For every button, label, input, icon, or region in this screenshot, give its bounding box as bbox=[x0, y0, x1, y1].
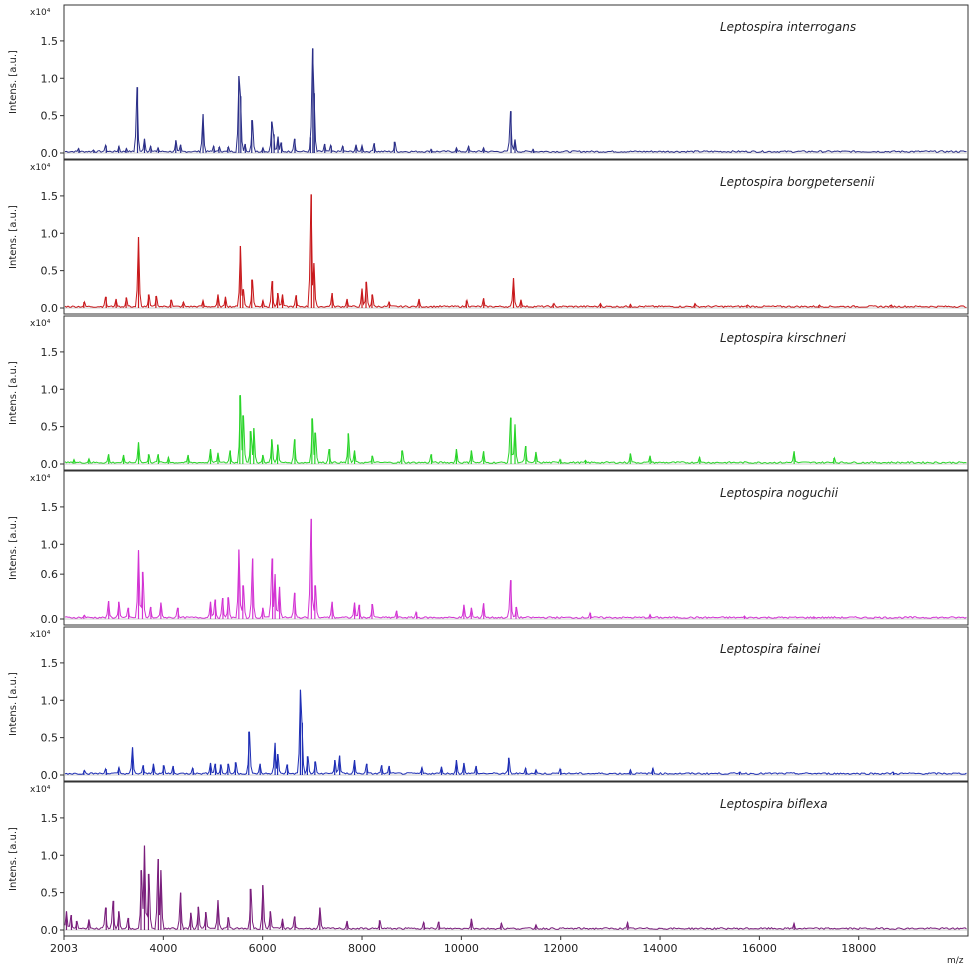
y-tick-label: 0.0 bbox=[41, 458, 59, 471]
y-axis-title: Intens. [a.u.] bbox=[8, 516, 19, 580]
series-name: Leptospira interrogans bbox=[720, 20, 856, 34]
y-multiplier-label: x10⁴ bbox=[30, 630, 51, 640]
y-tick-label: 1.0 bbox=[41, 383, 59, 396]
spectrum-line bbox=[64, 845, 967, 931]
y-tick-label: 0.5 bbox=[41, 110, 59, 123]
x-tick-label: 8000 bbox=[348, 942, 376, 955]
y-tick-label: 0.0 bbox=[41, 302, 59, 315]
panel-frame bbox=[63, 470, 969, 626]
y-tick-label: 0.5 bbox=[41, 421, 59, 434]
spectrum-line bbox=[64, 194, 967, 309]
series-name: Leptospira kirschneri bbox=[720, 331, 847, 345]
series-name: Leptospira borgpetersenii bbox=[720, 175, 875, 189]
y-tick-label: 1.0 bbox=[41, 694, 59, 707]
spectrum-line bbox=[64, 395, 967, 465]
y-tick-label: 0.5 bbox=[41, 732, 59, 745]
y-axis-title: Intens. [a.u.] bbox=[8, 672, 19, 736]
x-axis-unit-label: m/z bbox=[947, 956, 964, 965]
panel-frame bbox=[63, 626, 969, 782]
x-tick-label: 4000 bbox=[149, 942, 177, 955]
x-axis: 2003 4000 6000 8000 10000 12000 14000 16000 1800… bbox=[50, 936, 876, 955]
y-tick-label: 0.0 bbox=[41, 769, 59, 782]
series-name: Leptospira noguchii bbox=[720, 486, 839, 500]
y-tick-label: 1.5 bbox=[41, 501, 59, 514]
spectrum-panel: 0.0 0.5 1.0 1.5 x10⁴ Intens. [a.u.] Leptospira… bbox=[8, 4, 969, 160]
spectrum-panel: 0.0 0.6 1.0 1.5 x10⁴ Intens. [a.u.] Leptospira… bbox=[8, 470, 969, 626]
panel-frame bbox=[63, 315, 969, 471]
y-tick-label: 1.5 bbox=[41, 346, 59, 359]
series-name: Leptospira fainei bbox=[720, 642, 821, 656]
y-tick-label: 0.0 bbox=[41, 924, 59, 937]
y-tick-label: 1.5 bbox=[41, 190, 59, 203]
x-tick-label: 6000 bbox=[249, 942, 277, 955]
y-axis-title: Intens. [a.u.] bbox=[8, 827, 19, 891]
y-tick-label: 1.5 bbox=[41, 35, 59, 48]
panel-frame bbox=[63, 4, 969, 160]
y-axis-title: Intens. [a.u.] bbox=[8, 361, 19, 425]
panel-frame bbox=[63, 781, 969, 937]
y-tick-label: 0.0 bbox=[41, 613, 59, 626]
spectrum-line bbox=[64, 518, 967, 620]
spectra-panels: 0.0 0.5 1.0 1.5 x10⁴ Intens. [a.u.] Leptospira… bbox=[8, 4, 969, 937]
y-multiplier-label: x10⁴ bbox=[30, 8, 51, 18]
y-tick-label: 0.0 bbox=[41, 147, 59, 160]
x-tick-label: 16000 bbox=[742, 942, 777, 955]
y-tick-label: 1.0 bbox=[41, 538, 59, 551]
y-multiplier-label: x10⁴ bbox=[30, 474, 51, 484]
spectrum-panel: 0.0 0.5 1.0 1.5 x10⁴ Intens. [a.u.] Leptospira… bbox=[8, 159, 969, 315]
spectrum-line bbox=[64, 48, 967, 154]
y-multiplier-label: x10⁴ bbox=[30, 785, 51, 795]
spectrum-panel: 0.0 0.5 1.0 1.5 x10⁴ Intens. [a.u.] Leptospira… bbox=[8, 781, 969, 937]
spectrum-panel: 0.0 0.5 1.0 1.5 x10⁴ Intens. [a.u.] Leptospira… bbox=[8, 626, 969, 782]
x-tick-label: 18000 bbox=[841, 942, 876, 955]
x-tick-label: 12000 bbox=[543, 942, 578, 955]
series-name: Leptospira biflexa bbox=[720, 797, 828, 811]
y-tick-label: 1.5 bbox=[41, 657, 59, 670]
y-axis-title: Intens. [a.u.] bbox=[8, 205, 19, 269]
y-axis-title: Intens. [a.u.] bbox=[8, 50, 19, 114]
y-tick-label: 0.5 bbox=[41, 887, 59, 900]
y-tick-label: 1.0 bbox=[41, 849, 59, 862]
spectrum-line bbox=[64, 689, 967, 776]
y-multiplier-label: x10⁴ bbox=[30, 163, 51, 173]
spectrum-panel: 0.0 0.5 1.0 1.5 x10⁴ Intens. [a.u.] Leptospira… bbox=[8, 315, 969, 471]
x-tick-label: 14000 bbox=[643, 942, 678, 955]
y-tick-label: 1.0 bbox=[41, 227, 59, 240]
y-multiplier-label: x10⁴ bbox=[30, 319, 51, 329]
y-tick-label: 0.5 bbox=[41, 265, 59, 278]
y-tick-label: 1.5 bbox=[41, 812, 59, 825]
panel-frame bbox=[63, 159, 969, 315]
y-tick-label: 1.0 bbox=[41, 72, 59, 85]
y-tick-label: 0.6 bbox=[41, 568, 59, 581]
x-tick-label: 10000 bbox=[444, 942, 479, 955]
x-tick-label: 2003 bbox=[50, 942, 78, 955]
